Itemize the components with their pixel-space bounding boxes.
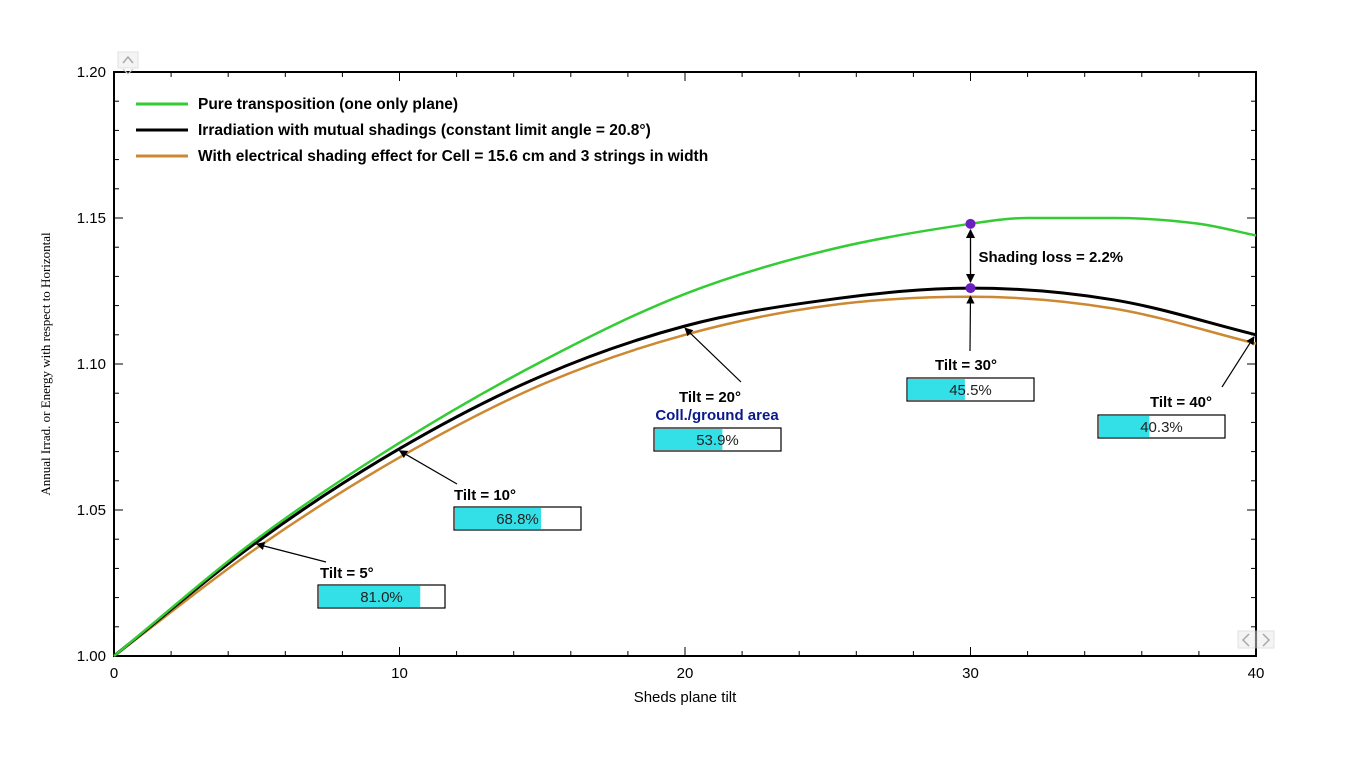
y-tick-label: 1.00 (77, 648, 106, 665)
legend-entry: With electrical shading effect for Cell … (198, 148, 708, 165)
tilt-arrow (255, 541, 327, 563)
gcr-value-label: 81.0% (360, 589, 403, 606)
gcr-fill-bar (655, 429, 723, 450)
tilt-arrow (1221, 336, 1255, 388)
scroll-right-button[interactable] (1256, 630, 1275, 649)
scroll-up-button[interactable] (117, 51, 139, 75)
chevron-right-icon (1262, 633, 1271, 647)
series-line-electrical-shading (113, 295, 1257, 657)
legend-entry: Pure transposition (one only plane) (198, 96, 458, 113)
shading-loss-marker-top (965, 218, 976, 229)
legend-entry: Irradiation with mutual shadings (consta… (198, 122, 651, 139)
shading-loss-marker-bottom (965, 283, 976, 294)
series-layer (113, 216, 1257, 658)
series-line-mutual-shadings (113, 286, 1257, 658)
series-line-pure-transposition (113, 216, 1257, 657)
x-axis-title: Sheds plane tilt (634, 689, 737, 706)
chevron-up-icon (122, 55, 134, 64)
tilt-arrow (398, 450, 458, 485)
tilt-arrow (684, 327, 742, 383)
x-tick-label: 30 (962, 665, 979, 682)
gcr-value-label: 68.8% (496, 511, 539, 528)
tilt-label: Tilt = 40° (1150, 394, 1212, 411)
gcr-title: Coll./ground area (655, 407, 779, 424)
gcr-value-label: 40.3% (1140, 419, 1183, 436)
shading-loss-label: Shading loss = 2.2% (979, 249, 1124, 266)
tilt-label: Tilt = 30° (935, 357, 997, 374)
y-tick-label: 1.10 (77, 356, 106, 373)
y-tick-label: 1.15 (77, 210, 106, 227)
y-axis: 1.00 1.05 1.10 1.15 1.20 (77, 64, 1256, 665)
gcr-fill-bar (455, 508, 541, 529)
y-axis-title: Annual Irrad. or Energy with respect to … (38, 232, 53, 496)
x-tick-label: 20 (677, 665, 694, 682)
gcr-fill-bar (1099, 416, 1150, 437)
chevron-left-icon (1241, 633, 1250, 647)
tilt-arrow (966, 295, 975, 352)
x-tick-label: 10 (391, 665, 408, 682)
x-axis: 0 10 20 30 40 (110, 72, 1265, 682)
plot-area (113, 71, 1257, 657)
annotation-layer: Shading loss = 2.2% Tilt = 5° 81.0% Tilt = … (255, 218, 1255, 609)
x-tick-label: 0 (110, 665, 118, 682)
tilt-label: Tilt = 5° (320, 565, 374, 582)
y-tick-label: 1.20 (77, 64, 106, 81)
chevron-down-icon (122, 68, 134, 75)
scroll-left-button[interactable] (1237, 630, 1256, 649)
gcr-value-label: 53.9% (696, 432, 739, 449)
tilt-label: Tilt = 20° (679, 389, 741, 406)
gcr-fill-bar (319, 586, 421, 607)
y-tick-label: 1.05 (77, 502, 106, 519)
gcr-fill-bar (908, 379, 965, 400)
gcr-value-label: 45.5% (949, 382, 992, 399)
x-tick-label: 40 (1248, 665, 1265, 682)
legend: Pure transposition (one only plane) Irrad… (136, 96, 708, 165)
tilt-label: Tilt = 10° (454, 487, 516, 504)
